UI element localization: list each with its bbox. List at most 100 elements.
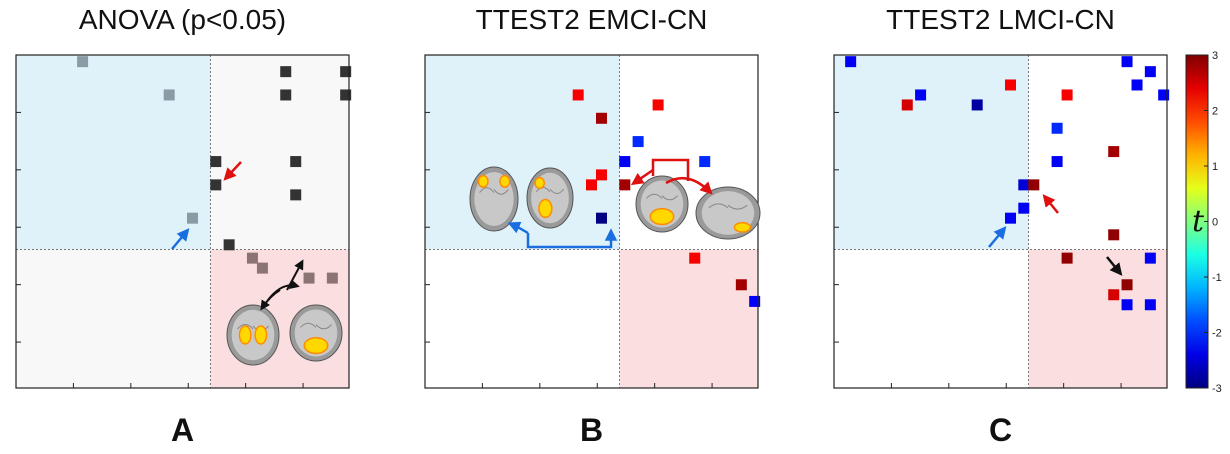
panel-a-cell-14 <box>303 272 315 284</box>
panel-a-cell-15 <box>326 272 338 284</box>
panel-b-cell-4 <box>619 156 631 168</box>
panel-b-brain-sagittal-folds <box>708 203 748 210</box>
panel-b-brain-axial-blob-left <box>477 174 489 188</box>
panel-c-cell-7 <box>1158 89 1170 101</box>
panel-b-brain-sagittal <box>695 186 761 240</box>
panel-c-cell-3 <box>1131 79 1143 91</box>
panel-a-quadrant-top-right <box>210 55 349 250</box>
panel-c-cell-1 <box>1121 56 1133 68</box>
panel-c-quadrant-bottom-right <box>1028 249 1167 388</box>
panel-b-cell-8 <box>619 179 631 191</box>
panel-b-red-arrow-left <box>630 168 654 186</box>
panel-b-cell-3 <box>632 136 644 148</box>
panel-c-quadrant-top-left <box>834 55 1029 250</box>
panel-a-brain-axial-cortex <box>231 309 275 361</box>
panel-b-cell-2 <box>652 99 664 111</box>
panel-c-cell-21 <box>1108 289 1120 301</box>
panel-a-brain-coronal-folds <box>300 322 332 330</box>
panel-a-cell-10 <box>186 212 198 224</box>
panel-b-brain-sagittal-small-blob-bottom <box>538 198 553 219</box>
panel-a-brain-axial <box>226 304 280 366</box>
panel-b-brain-coronal-blob <box>649 208 675 226</box>
panel-c-cell-23 <box>1144 299 1156 311</box>
panel-c-cell-20 <box>1121 279 1133 291</box>
panel-b-quadrant-bottom-right <box>619 249 758 388</box>
panel-b-title: TTEST2 EMCI-CN <box>475 4 708 35</box>
panel-c-cell-8 <box>901 99 913 111</box>
panel-c-cell-22 <box>1121 299 1133 311</box>
panel-c-cell-14 <box>1028 179 1040 191</box>
panel-a-cell-12 <box>246 252 258 264</box>
colorbar-tick-label-6: -3 <box>1212 383 1222 395</box>
colorbar-label: t <box>1192 204 1205 239</box>
panel-c-cell-4 <box>1004 79 1016 91</box>
panel-c-cell-12 <box>1051 156 1063 168</box>
panel-c-cell-0 <box>845 56 857 68</box>
colorbar-tick-label-2: 1 <box>1212 161 1218 173</box>
panel-b-brain-sagittal-small-blob-top <box>534 176 546 190</box>
panel-a-cell-9 <box>290 189 302 201</box>
panel-c-cell-15 <box>1018 202 1030 214</box>
panel-c-blue-arrow <box>988 226 1007 248</box>
panel-a-cell-0 <box>77 56 89 68</box>
panel-a-annotations <box>171 161 343 366</box>
panel-a-cell-6 <box>210 156 222 168</box>
panel-a-brain-coronal <box>289 304 343 362</box>
panel-b-cell-10 <box>689 252 701 264</box>
panel-c-annotations <box>988 194 1123 276</box>
panel-a-cell-2 <box>280 66 292 78</box>
panel-c-cell-13 <box>1018 179 1030 191</box>
panel-a-cell-4 <box>280 89 292 101</box>
colorbar: 3 2 1 0 -1 -2 -3 t <box>1185 50 1222 395</box>
colorbar-tick-label-0: 3 <box>1212 50 1218 62</box>
panel-a-blue-arrow <box>171 228 190 250</box>
panel-b-brain-sagittal-small <box>526 167 574 229</box>
panel-b-red-bracket <box>651 158 690 181</box>
panel-b-brain-coronal <box>635 175 689 233</box>
panel-c-title: TTEST2 LMCI-CN <box>886 4 1115 35</box>
panel-b-red-arrow-right <box>665 176 713 195</box>
panel-a-red-arrow <box>223 161 242 181</box>
panel-b-cell-9 <box>595 212 607 224</box>
panel-c-cell-18 <box>1061 252 1073 264</box>
panel-b-cell-7 <box>586 179 597 191</box>
panel-b-cell-12 <box>749 295 761 307</box>
panel-a-black-arrow-left <box>260 289 281 311</box>
panel-c-letter: C <box>988 412 1013 448</box>
panel-a-cell-1 <box>163 89 175 101</box>
panel-a-brain-axial-blob-left <box>238 325 252 345</box>
panel-b-blue-arrow <box>507 221 529 235</box>
panel-a-cell-8 <box>210 179 222 191</box>
colorbar-tick-label-4: -1 <box>1212 272 1222 284</box>
panel-a-cell-11 <box>223 239 235 251</box>
panel-b-brain-axial-folds <box>479 187 509 195</box>
panel-a-quadrant-top-left <box>16 55 211 250</box>
panel-b-brain-axial <box>469 166 519 232</box>
panel-c-red-arrow <box>1042 194 1059 214</box>
panel-a-letter: A <box>170 412 195 448</box>
panel-a-cell-7 <box>290 156 302 168</box>
panel-c-cell-10 <box>1051 122 1063 134</box>
panel-c-cell-2 <box>1144 66 1156 78</box>
panel-a-quadrant-bottom-left <box>16 249 211 388</box>
panel-c-black-arrow <box>1106 256 1123 276</box>
panel-a-brain-axial-blob-right <box>254 325 268 345</box>
panel-b-cell-1 <box>595 112 607 124</box>
panel-b-cell-0 <box>572 89 584 101</box>
panel-a-cell-13 <box>256 262 268 274</box>
panel-a-title: ANOVA (p<0.05) <box>78 4 287 35</box>
panel-c-cell-19 <box>1144 252 1156 264</box>
colorbar-tick-label-1: 2 <box>1212 106 1218 118</box>
panel-b-cell-5 <box>699 156 711 168</box>
panel-c-cell-16 <box>1004 212 1016 224</box>
panel-b-brain-sagittal-blob <box>733 221 752 233</box>
panel-b-annotations <box>469 158 761 249</box>
panel-c-cell-9 <box>971 99 983 111</box>
colorbar-tick-label-5: -2 <box>1212 328 1222 340</box>
panel-c-chart <box>833 54 1170 389</box>
panel-a-brain-coronal-blob <box>303 337 329 355</box>
panel-a-cell-3 <box>340 66 352 78</box>
panel-b-quadrant-top-left <box>425 55 620 250</box>
panel-a-black-arrow-up <box>286 259 304 291</box>
